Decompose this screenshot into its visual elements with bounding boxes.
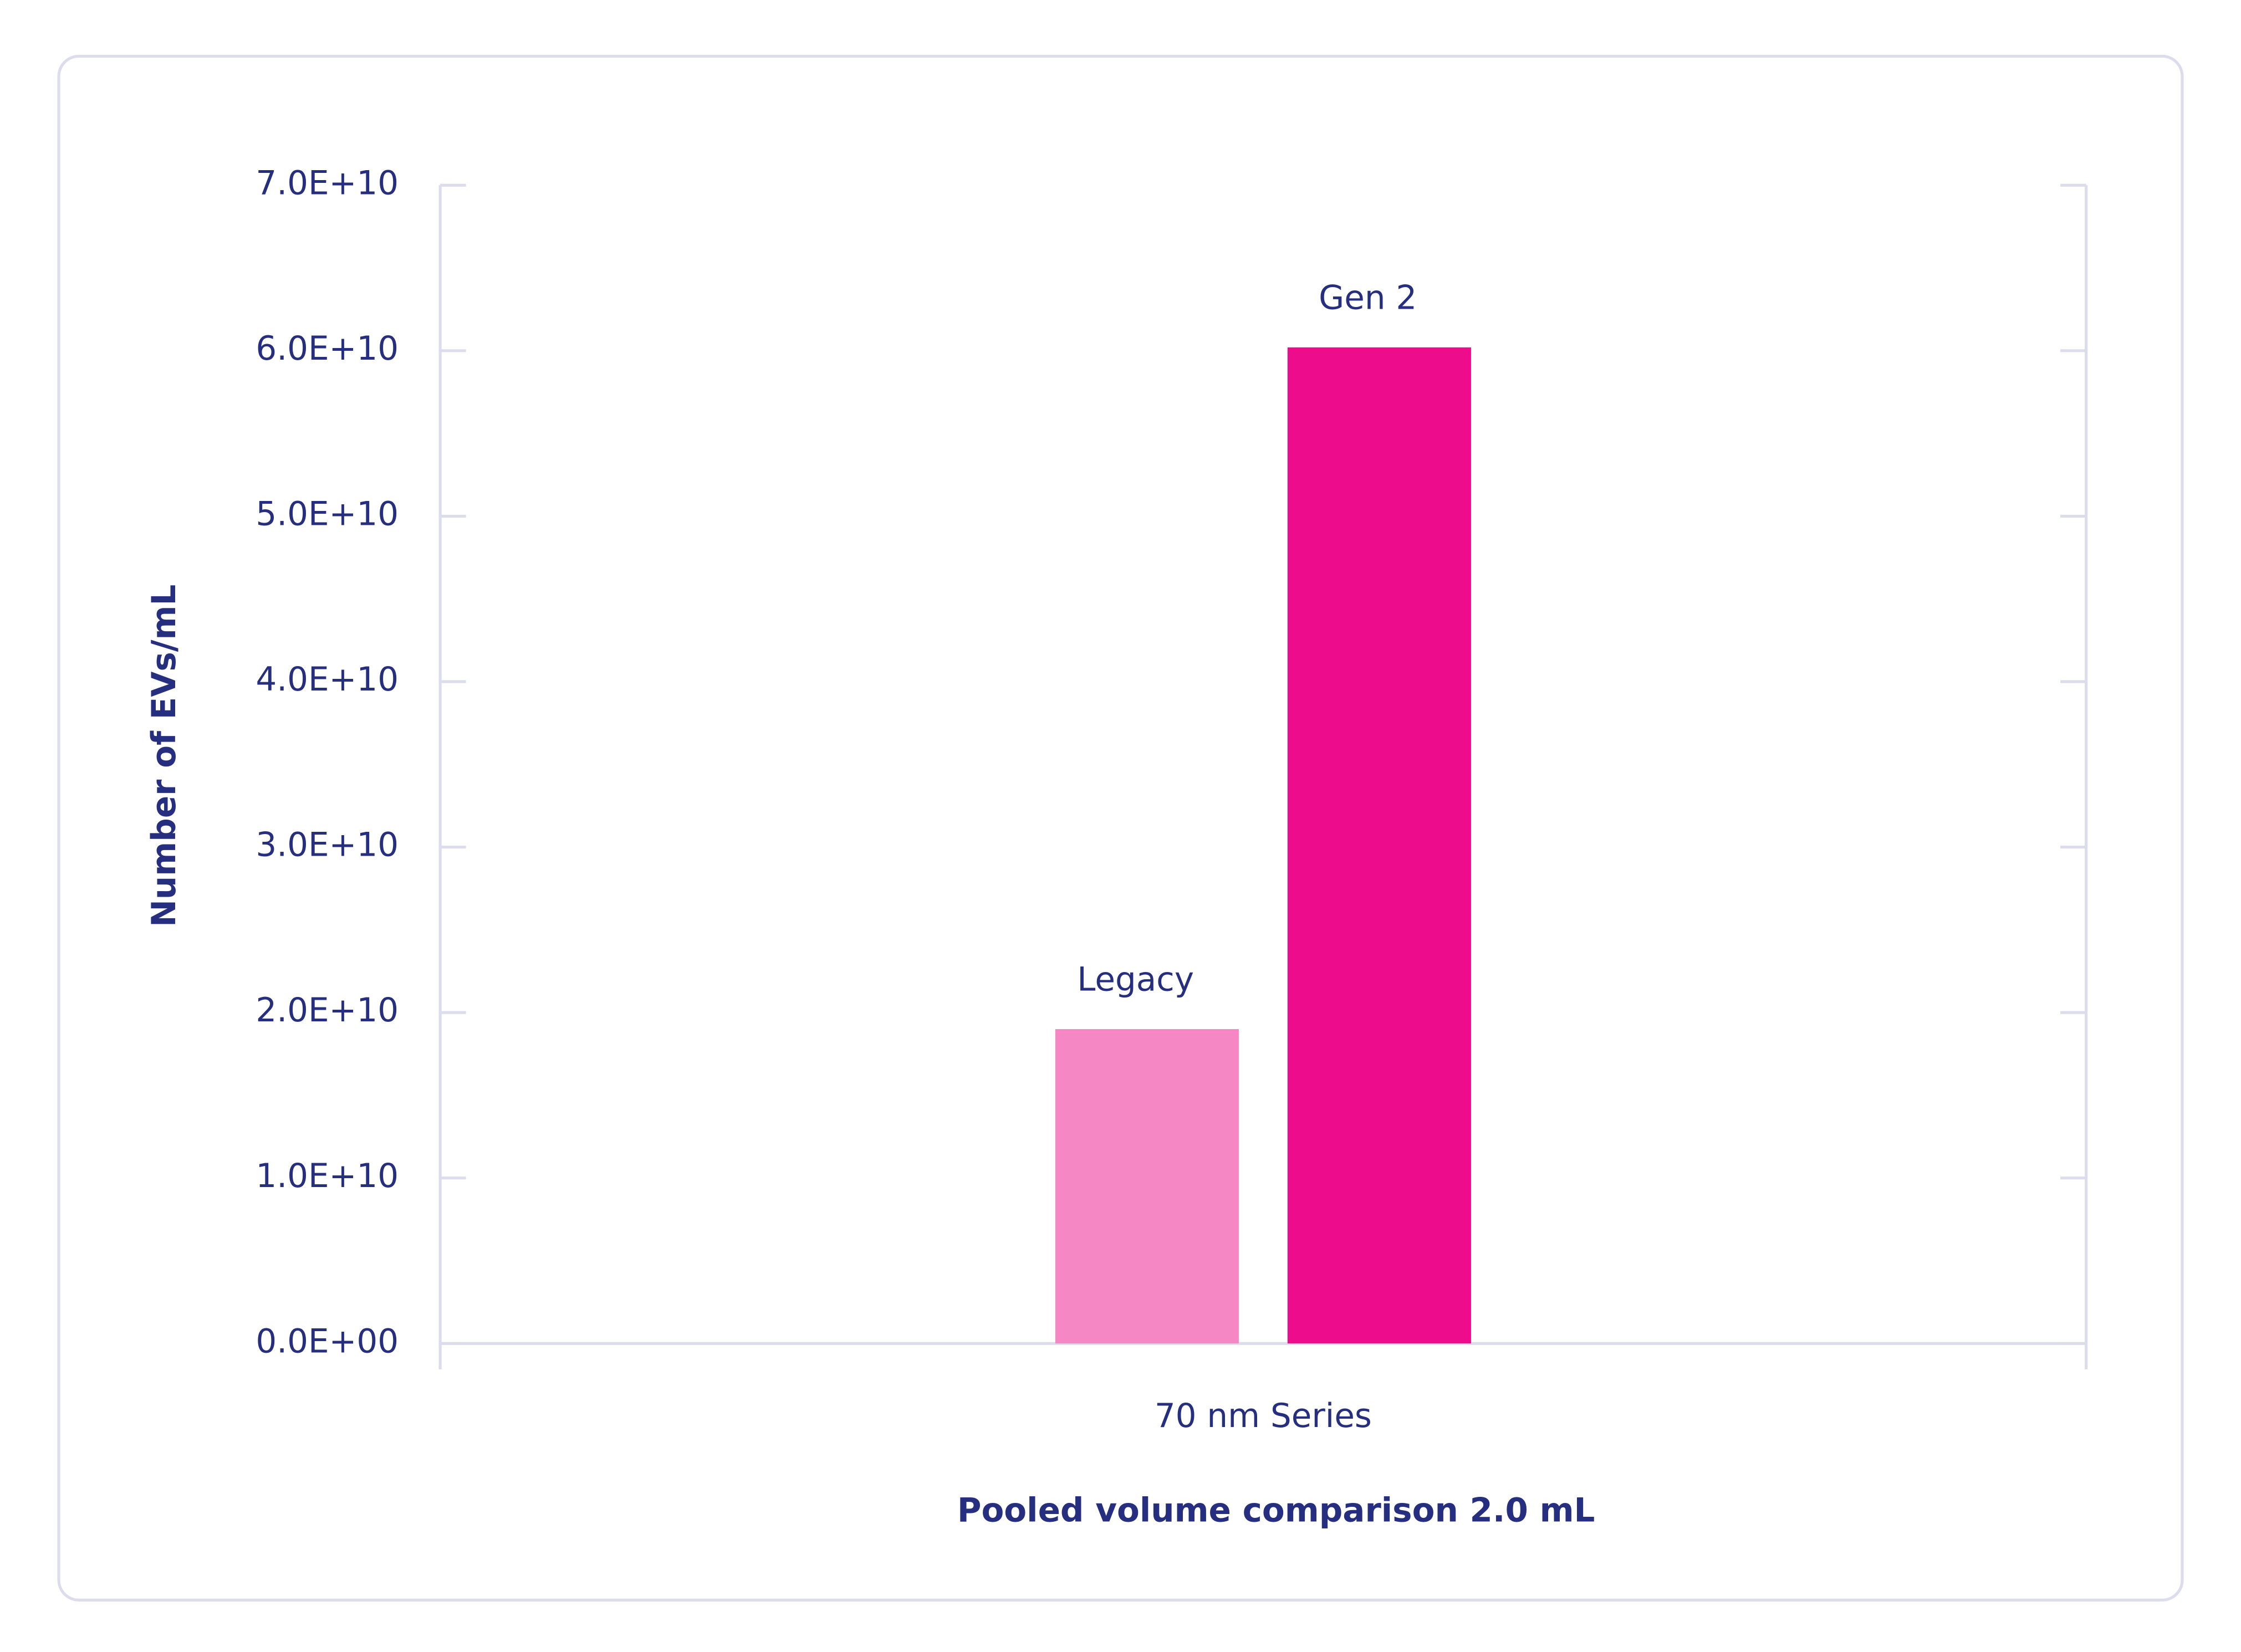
- x-axis-title: Pooled volume comparison 2.0 mL: [957, 1492, 1595, 1530]
- y-tick-label: 0.0E+00: [256, 1322, 399, 1361]
- series-label: Legacy: [1077, 961, 1194, 999]
- card: [57, 54, 2184, 1602]
- y-tick-label: 4.0E+10: [256, 661, 399, 699]
- y-axis-title: Number of EVs/mL: [145, 585, 183, 927]
- y-tick-label: 3.0E+10: [256, 826, 399, 865]
- y-tick-label: 6.0E+10: [256, 330, 399, 368]
- x-tick-label: 70 nm Series: [1155, 1397, 1372, 1435]
- y-tick-label: 7.0E+10: [256, 164, 399, 202]
- bar: [1055, 1029, 1239, 1344]
- y-tick-label: 1.0E+10: [256, 1157, 399, 1195]
- y-tick-label: 5.0E+10: [256, 495, 399, 534]
- series-label: Gen 2: [1319, 279, 1417, 318]
- bar: [1287, 347, 1471, 1344]
- y-tick-label: 2.0E+10: [256, 991, 399, 1030]
